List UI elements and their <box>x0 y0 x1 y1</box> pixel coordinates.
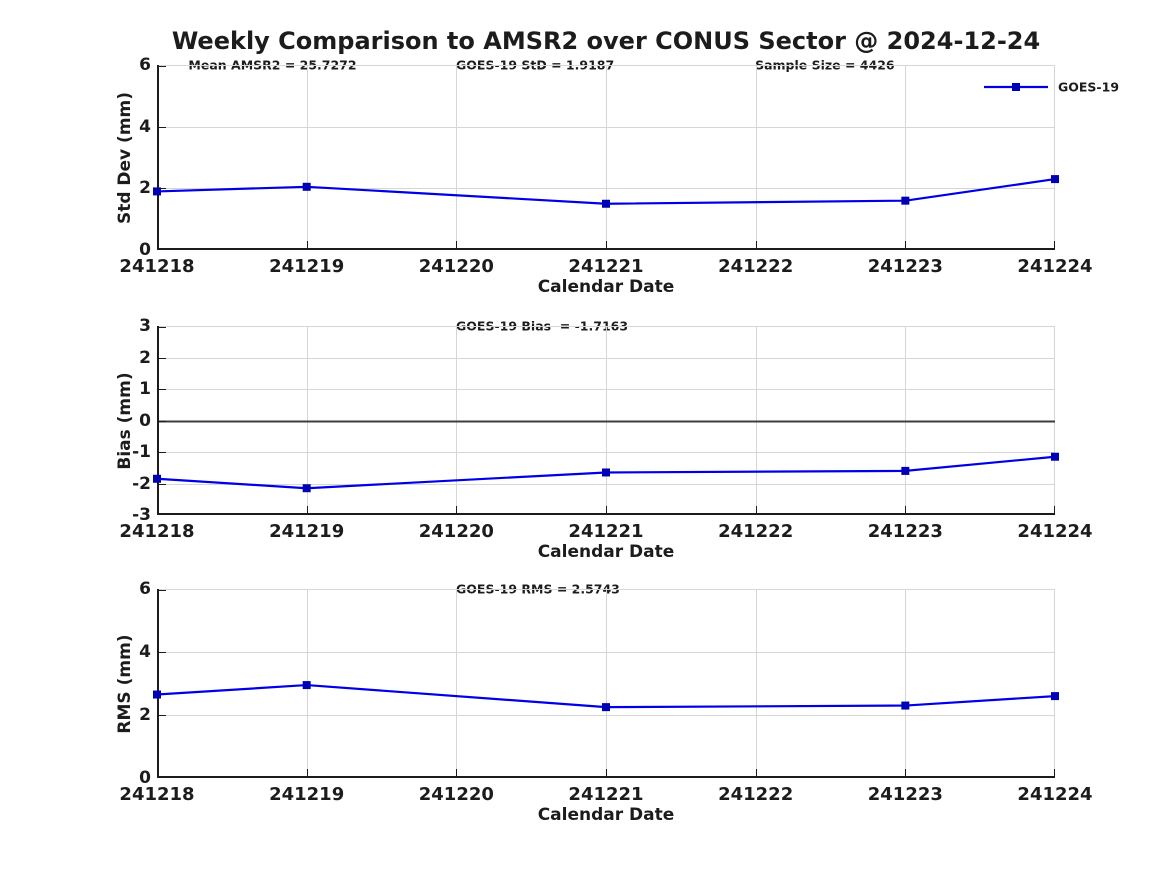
rms-marker-241221 <box>602 703 610 712</box>
stddev-ytick-6: 6 <box>139 55 151 75</box>
stddev-xtick-241223: 241223 <box>867 256 943 277</box>
bias-marker-241224 <box>1051 452 1059 461</box>
bias-xtick-241222: 241222 <box>718 521 794 542</box>
bias-marker-241219 <box>302 484 311 493</box>
rms-xlabel: Calendar Date <box>537 805 675 825</box>
bias-marker-241218 <box>153 474 161 483</box>
rms-xtick-241222: 241222 <box>718 784 794 805</box>
rms-xtick-241223: 241223 <box>867 784 943 805</box>
stddev-marker-241221 <box>602 199 610 208</box>
bias-marker-241221 <box>602 468 610 477</box>
rms-marker-241218 <box>153 690 161 699</box>
bias-ytick-2: 2 <box>139 347 151 368</box>
rms-xtick-241224: 241224 <box>1017 784 1093 805</box>
bias-ytick--3: -3 <box>132 505 151 525</box>
legend-marker <box>1012 83 1020 91</box>
bias-xlabel: Calendar Date <box>537 542 675 562</box>
stddev-marker-241218 <box>153 187 161 196</box>
stddev-xlabel: Calendar Date <box>537 277 675 297</box>
bias-xtick-241223: 241223 <box>867 521 943 542</box>
bias-xtick-241220: 241220 <box>418 521 494 542</box>
stddev-marker-241219 <box>302 182 311 191</box>
rms-marker-241224 <box>1051 692 1059 701</box>
stddev-ytick-4: 4 <box>139 116 151 137</box>
bias-ytick-1: 1 <box>139 379 151 399</box>
rms-ytick-2: 2 <box>139 705 151 725</box>
rms-xtick-241218: 241218 <box>119 784 195 805</box>
bias-marker-241223 <box>901 466 910 475</box>
legend-line-sample <box>984 83 1048 91</box>
stddev-xtick-241218: 241218 <box>119 256 195 277</box>
stddev-ylabel: Std Dev (mm) <box>115 91 135 224</box>
bias-ytick--1: -1 <box>132 442 151 462</box>
stddev-ytick-0: 0 <box>139 240 151 260</box>
stddev-xtick-241221: 241221 <box>568 256 644 277</box>
bias-ytick-3: 3 <box>139 316 151 336</box>
figure-title: Weekly Comparison to AMSR2 over CONUS Se… <box>171 27 1041 55</box>
stddev-plot-svg <box>153 65 1059 250</box>
bias-xtick-241221: 241221 <box>568 521 644 542</box>
rms-ytick-4: 4 <box>139 642 151 662</box>
stddev-marker-241223 <box>901 196 910 205</box>
bias-plot-svg <box>153 326 1059 515</box>
bias-xtick-241224: 241224 <box>1017 521 1093 542</box>
stddev-marker-241224 <box>1051 175 1059 184</box>
bias-ytick-0: 0 <box>139 410 151 431</box>
bias-xtick-241218: 241218 <box>119 521 195 542</box>
stddev-ytick-2: 2 <box>139 178 151 199</box>
bias-ytick--2: -2 <box>132 473 151 494</box>
rms-xtick-241220: 241220 <box>418 784 494 805</box>
rms-ytick-0: 0 <box>139 768 151 788</box>
rms-ytick-6: 6 <box>139 579 151 599</box>
bias-xtick-241219: 241219 <box>269 521 345 542</box>
rms-marker-241223 <box>901 701 910 710</box>
stddev-xtick-241219: 241219 <box>269 256 345 277</box>
rms-plot-svg <box>153 589 1059 778</box>
rms-xtick-241221: 241221 <box>568 784 644 805</box>
stddev-xtick-241224: 241224 <box>1017 256 1093 277</box>
stddev-xtick-241222: 241222 <box>718 256 794 277</box>
legend-goes-19-label: GOES-19 <box>1058 79 1120 95</box>
rms-marker-241219 <box>302 681 311 690</box>
rms-xtick-241219: 241219 <box>269 784 345 805</box>
stddev-xtick-241220: 241220 <box>418 256 494 277</box>
